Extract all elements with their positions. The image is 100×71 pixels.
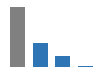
Bar: [78, 66, 93, 67]
Bar: [33, 43, 48, 67]
Bar: [10, 7, 25, 67]
Bar: [56, 56, 70, 67]
